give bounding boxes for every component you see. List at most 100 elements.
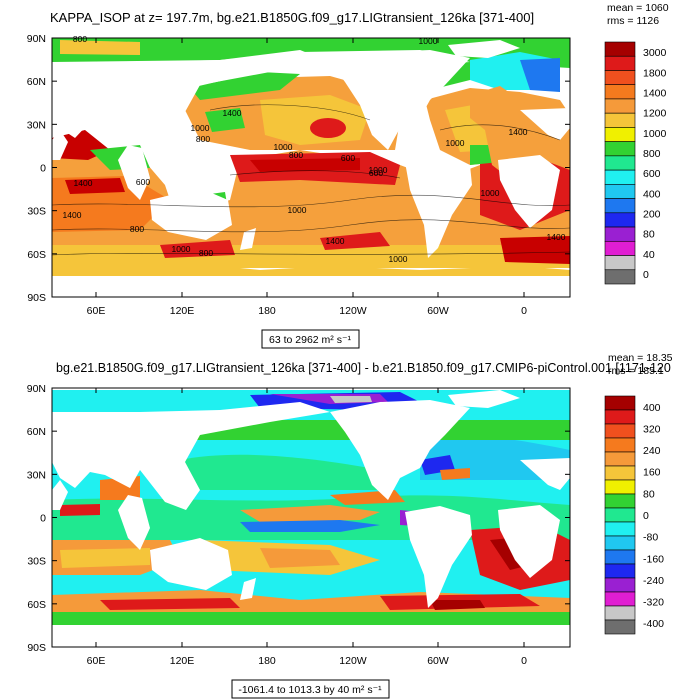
colorbar-label: -160 [643,553,664,565]
colorbar-label: 80 [643,488,655,500]
y-tick-label: 60N [27,426,46,438]
colorbar-swatch [604,198,636,214]
colorbar-swatch [604,423,636,439]
colorbar-swatch [604,437,636,453]
colorbar-swatch [604,563,636,579]
land-africa-north [520,108,570,140]
panel-2-map [52,388,570,647]
panel-2: bg.e21.B1850G.f09_g17.LIGtransient_126ka… [27,352,673,699]
y-tick-label: 60S [27,249,46,261]
contour-label: 600 [369,168,383,178]
colorbar-label: -400 [643,618,664,630]
colorbar-label: 240 [643,445,661,457]
colorbar-swatch [604,549,636,565]
colorbar-label: 0 [643,269,649,281]
colorbar-label: 600 [643,168,661,180]
x-tick-label: 60W [427,305,449,317]
contour-label: 1000 [481,188,500,198]
colorbar-swatch [604,521,636,537]
y-tick-label: 90N [27,33,46,45]
colorbar-swatch [604,605,636,621]
land-australia-2 [150,538,232,590]
panel-1-mean: mean = 1060 [607,2,669,14]
colorbar-swatch [604,155,636,171]
panel-2-range-label: -1061.4 to 1013.3 by 40 m² s⁻¹ [238,684,382,696]
panel-2-title: bg.e21.B1850G.f09_g17.LIGtransient_126ka… [56,361,671,375]
colorbar-swatch [604,84,636,100]
colorbar-label: 400 [643,402,661,414]
colorbar-label: -320 [643,597,664,609]
colorbar-label: 40 [643,249,655,261]
x-tick-label: 60E [87,655,106,667]
panel-1-range-label: 63 to 2962 m² s⁻¹ [269,334,351,346]
contour-label: 1000 [172,244,191,254]
y-tick-label: 60S [27,599,46,611]
y-tick-label: 90S [27,292,46,304]
y-tick-label: 90N [27,383,46,395]
colorbar-swatch [604,451,636,467]
colorbar-label: -240 [643,575,664,587]
panel-1-map [52,38,570,297]
panel-2-rms: rms = 185.1 [608,365,664,377]
colorbar-swatch [604,184,636,199]
land-north-america-2 [330,400,470,500]
land-eurasia [52,50,330,160]
contour-label: 1000 [274,142,293,152]
x-tick-label: 0 [521,305,527,317]
colorbar-swatch [604,591,636,607]
colorbar-label: 80 [643,229,655,241]
contour-label: 1400 [223,108,242,118]
y-tick-label: 90S [27,642,46,654]
x-tick-label: 120E [170,655,195,667]
contour-label: 600 [136,177,150,187]
colorbar-label: 160 [643,467,661,479]
colorbar-label: 3000 [643,47,667,59]
colorbar-swatch [604,112,636,128]
colorbar-label: 400 [643,188,661,200]
colorbar-swatch [604,269,636,285]
land-greenland [448,40,520,58]
land-eurasia-2 [52,402,330,510]
colorbar-swatch [604,41,636,57]
colorbar-swatch [604,507,636,523]
colorbar-swatch [604,70,636,86]
y-tick-label: 30N [27,469,46,481]
panel-1-rms: rms = 1126 [607,15,659,27]
contour-label: 1000 [419,36,438,46]
contour-label: 600 [341,153,355,163]
colorbar-swatch [604,535,636,551]
panel-2-colorbar: 400 320 240 160 80 0 -80 -160 -240 -320 -400 [604,395,664,635]
contour-label: 1400 [547,232,566,242]
x-tick-label: 120E [170,305,195,317]
x-tick-label: 180 [258,655,276,667]
land-antarctica [52,275,570,297]
colorbar-label: 1800 [643,67,667,79]
contour-label: 1400 [509,127,528,137]
x-tick-label: 60E [87,305,106,317]
contour-label: 1000 [288,205,307,215]
colorbar-swatch [604,169,636,185]
land-indochina [118,145,150,200]
land-antarctica-2 [52,625,570,647]
colorbar-swatch [604,395,636,411]
contour-label: 1000 [191,123,210,133]
land-australia [150,188,232,240]
contour-label: 800 [199,248,213,258]
colorbar-swatch [604,98,636,114]
x-tick-label: 180 [258,305,276,317]
colorbar-swatch [604,212,636,228]
y-tick-label: 0 [40,163,46,175]
y-tick-label: 60N [27,76,46,88]
colorbar-label: 0 [643,510,649,522]
colorbar-label: 1000 [643,128,667,140]
land-africa-2 [498,505,560,578]
colorbar-swatch [604,255,636,271]
panel-2-axes: 60E 120E 180 120W 60W 0 90N 60N 30N 0 30S 60S 90S [27,383,570,667]
contour-label: 800 [73,34,87,44]
colorbar-label: 1200 [643,108,667,120]
y-tick-label: 30N [27,119,46,131]
x-tick-label: 60W [427,655,449,667]
colorbar-label: 1400 [643,87,667,99]
